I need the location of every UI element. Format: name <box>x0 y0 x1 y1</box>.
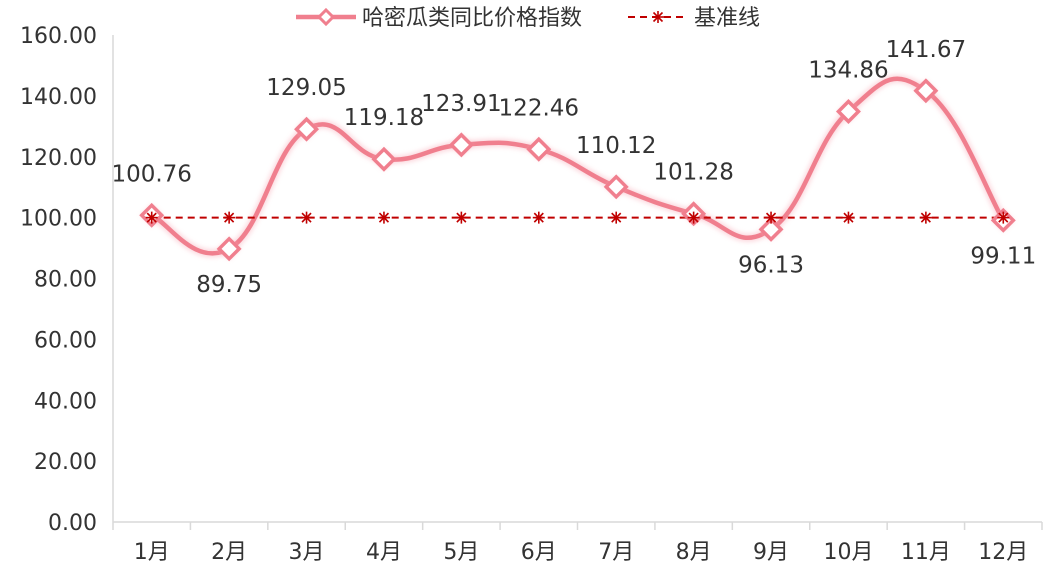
diamond-marker <box>371 146 397 172</box>
x-tick-label: 4月 <box>366 540 402 565</box>
asterisk-marker <box>687 211 700 224</box>
x-tick-label: 11月 <box>901 540 951 565</box>
legend-label: 哈密瓜类同比价格指数 <box>362 6 582 31</box>
data-label: 119.18 <box>344 105 424 131</box>
y-tick-label: 40.00 <box>34 389 97 414</box>
y-tick-label: 60.00 <box>34 328 97 353</box>
legend-diamond-icon <box>316 7 336 27</box>
data-label: 100.76 <box>111 161 191 187</box>
x-tick-label: 2月 <box>211 540 247 565</box>
x-tick-label: 7月 <box>598 540 634 565</box>
asterisk-marker <box>765 211 778 224</box>
data-label: 110.12 <box>576 133 656 159</box>
x-tick-label: 3月 <box>289 540 325 565</box>
diamond-marker <box>913 78 939 104</box>
axes: 0.00 20.00 40.00 60.00 80.00 100.00 120.00 140.… <box>20 24 1043 565</box>
data-label: 122.46 <box>499 95 579 121</box>
x-tick-label: 10月 <box>823 540 873 565</box>
y-tick-label: 140.00 <box>20 85 97 110</box>
data-label: 96.13 <box>738 252 804 278</box>
series-line-price-index <box>149 76 1006 256</box>
diamond-marker <box>294 116 320 142</box>
x-tick-label: 8月 <box>676 540 712 565</box>
y-tick-label: 0.00 <box>48 511 97 536</box>
diamond-marker <box>448 132 474 158</box>
asterisk-marker <box>610 211 623 224</box>
y-tick-label: 120.00 <box>20 146 97 171</box>
x-tick-label: 12月 <box>978 540 1028 565</box>
x-tick-label: 1月 <box>134 540 170 565</box>
data-label: 123.91 <box>421 91 501 117</box>
asterisk-marker <box>300 211 313 224</box>
asterisk-marker <box>842 211 855 224</box>
asterisk-marker <box>377 211 390 224</box>
diamond-marker <box>758 216 784 242</box>
y-tick-label: 100.00 <box>20 207 97 232</box>
series-group <box>139 74 1016 262</box>
legend: 哈密瓜类同比价格指数 基准线 <box>296 6 760 31</box>
legend-item-baseline: 基准线 <box>628 6 760 31</box>
asterisk-marker <box>223 211 236 224</box>
diamond-marker <box>216 236 242 262</box>
legend-label: 基准线 <box>694 6 760 31</box>
diamond-marker <box>835 99 861 124</box>
y-tick-label: 160.00 <box>20 24 97 49</box>
x-tick-label: 5月 <box>443 540 479 565</box>
asterisk-marker <box>532 211 545 224</box>
data-label: 99.11 <box>970 243 1036 269</box>
x-tick-label: 6月 <box>521 540 557 565</box>
asterisk-marker <box>997 211 1010 224</box>
asterisk-marker <box>455 211 468 224</box>
diamond-marker <box>603 174 629 200</box>
data-label: 101.28 <box>653 160 733 186</box>
asterisk-marker <box>145 211 158 224</box>
y-tick-label: 80.00 <box>34 268 97 293</box>
asterisk-marker <box>919 211 932 224</box>
data-label: 89.75 <box>196 272 262 298</box>
y-tick-label: 20.00 <box>34 450 97 475</box>
legend-item-price-index: 哈密瓜类同比价格指数 <box>296 6 582 31</box>
x-tick-label: 9月 <box>753 540 789 565</box>
data-label: 141.67 <box>886 37 966 63</box>
data-label: 134.86 <box>808 58 888 84</box>
asterisk-marker <box>652 11 664 23</box>
diamond-marker <box>526 136 552 162</box>
data-label: 129.05 <box>266 75 346 101</box>
